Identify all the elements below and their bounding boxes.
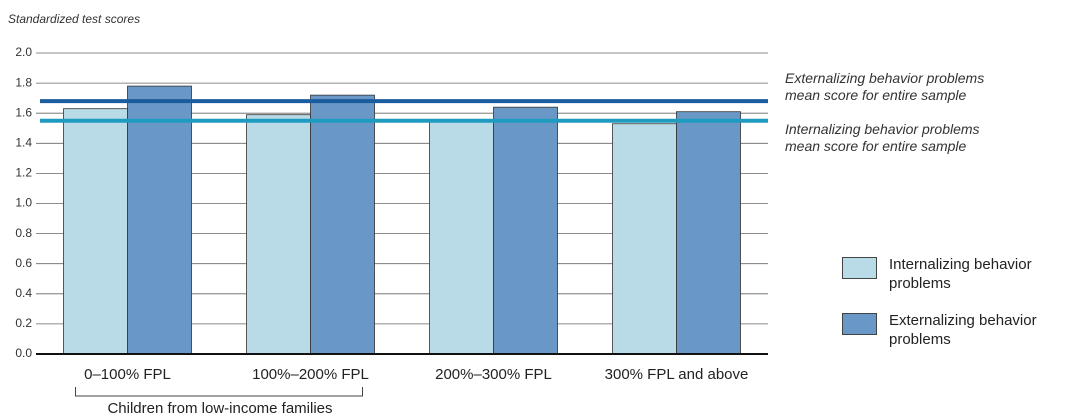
- y-tick-label: 1.4: [15, 135, 32, 149]
- bar: [246, 114, 311, 355]
- legend-label: Externalizing behavior problems: [889, 312, 1037, 348]
- y-tick-label: 1.0: [15, 196, 32, 210]
- bar: [310, 94, 375, 355]
- y-tick-label: 0.4: [15, 286, 32, 300]
- reference-label: Internalizing behavior problems mean sco…: [785, 121, 980, 154]
- bar: [429, 120, 494, 355]
- reference-label: Externalizing behavior problems mean sco…: [785, 70, 985, 103]
- bar: [493, 106, 558, 355]
- y-axis-title: Standardized test scores: [8, 12, 141, 26]
- x-tick-label: 200%–300% FPL: [435, 366, 552, 383]
- x-tick-label: 300% FPL and above: [604, 366, 749, 383]
- legend-item: Internalizing behavior problems: [842, 255, 1071, 293]
- x-tick-label: 100%–200% FPL: [252, 366, 369, 383]
- bar: [676, 111, 741, 355]
- legend-label: Internalizing behavior problems: [889, 256, 1032, 292]
- bar: [612, 123, 677, 355]
- y-tick-label: 0.8: [15, 226, 32, 240]
- bracket-label: Children from low-income families: [107, 400, 333, 417]
- bar: [127, 85, 192, 355]
- legend-item: Externalizing behavior problems: [842, 311, 1071, 349]
- y-tick-label: 1.6: [15, 105, 32, 119]
- y-tick-label: 0.2: [15, 316, 32, 330]
- y-tick-label: 1.2: [15, 166, 32, 180]
- legend-swatch: [842, 313, 877, 335]
- y-tick-label: 0.6: [15, 256, 32, 270]
- y-tick-label: 0.0: [15, 346, 32, 360]
- y-tick-label: 1.8: [15, 75, 32, 89]
- y-tick-label: 2.0: [15, 45, 32, 59]
- bar: [63, 108, 128, 355]
- bracket: [75, 387, 363, 397]
- legend-swatch: [842, 257, 877, 279]
- x-tick-label: 0–100% FPL: [84, 366, 171, 383]
